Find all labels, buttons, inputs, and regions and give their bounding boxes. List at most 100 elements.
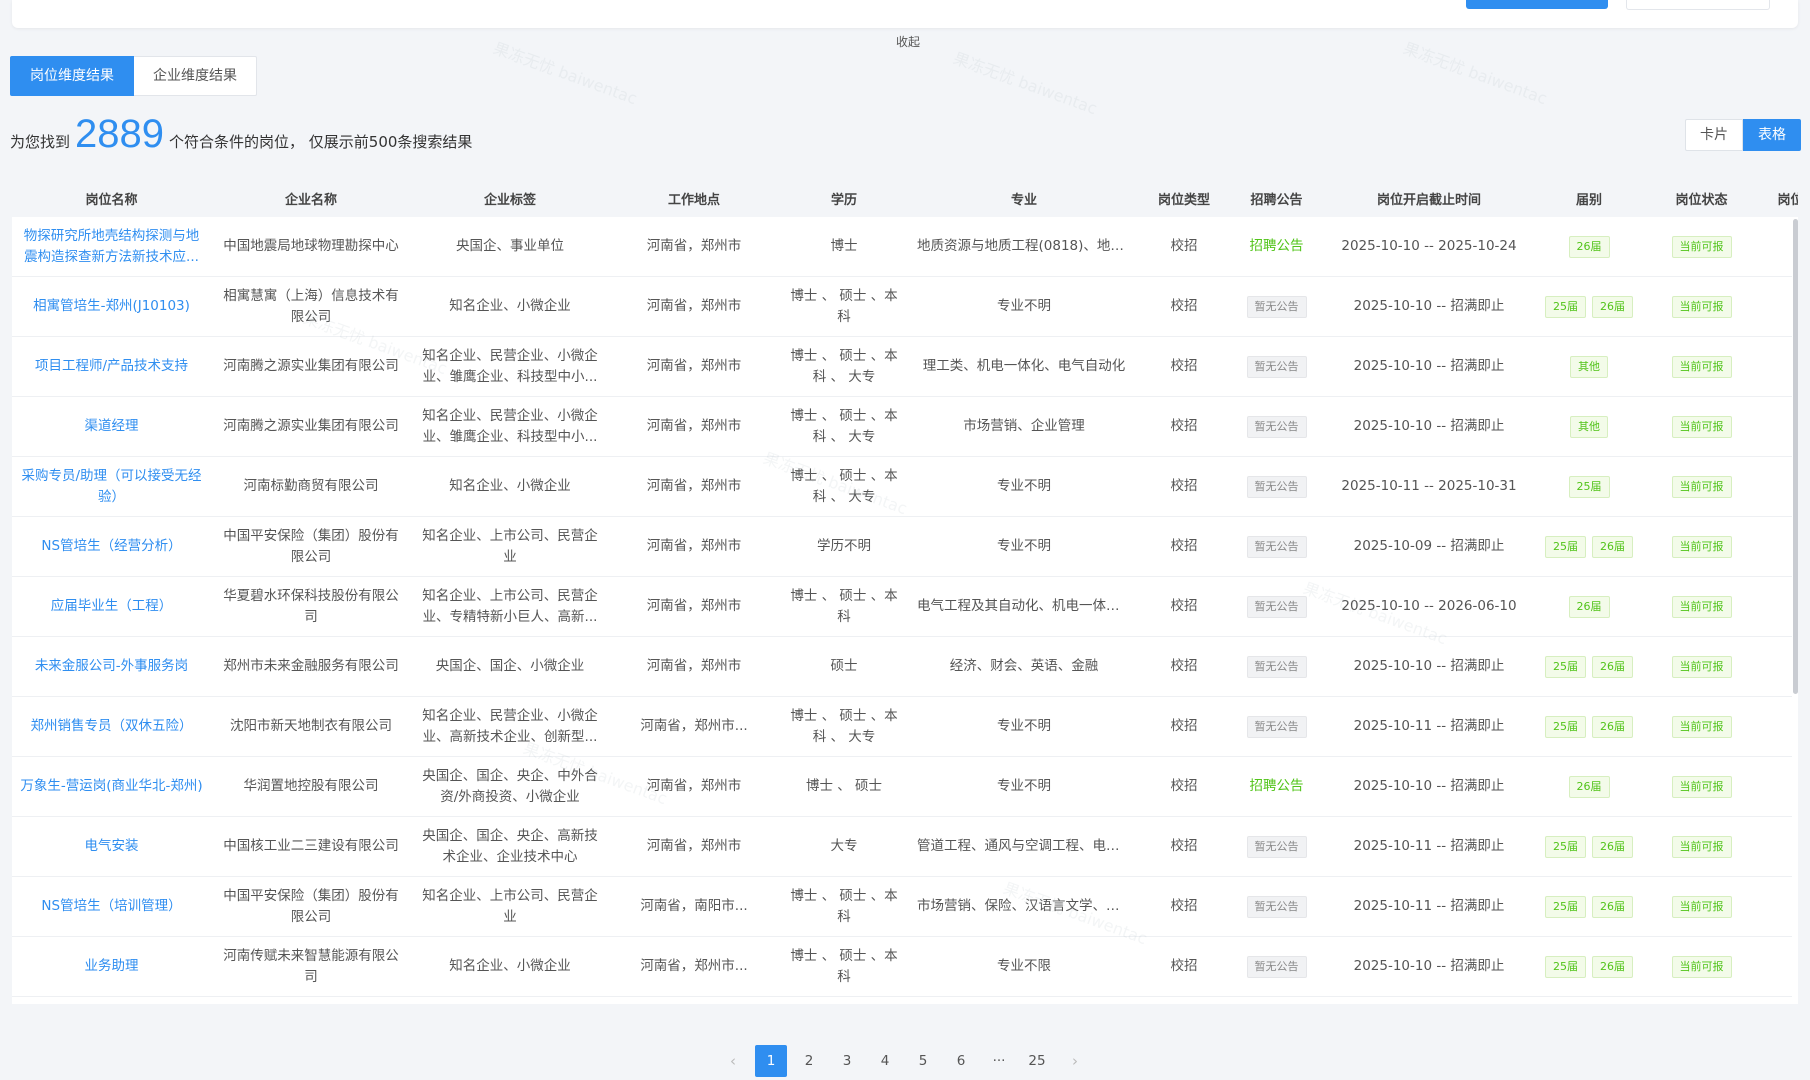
major-text: 经济、财会、英语、金融 [949,658,1099,674]
job-name-link[interactable]: 渠道经理 [12,396,211,457]
page-number-button[interactable]: 1 [755,1045,787,1077]
job-name-link[interactable]: NS管培生（培训管理） [12,876,211,937]
table-row[interactable]: 业务助理 河南传赋未来智慧能源有限公司 知名企业、小微企业 河南省，郑州市... 博士 … [12,936,1798,997]
job-name-link[interactable]: 业务助理 [12,936,211,997]
table-row[interactable]: 应届毕业生（工程） 华夏碧水环保科技股份有限公司 知名企业、上市公司、民营企业、专精… [12,576,1798,637]
graduation-year: 26届 [1534,576,1644,637]
graduation-year: 25届 [1534,456,1644,517]
company-tags-text: 知名企业、上市公司、民营企业 [422,527,598,565]
major: 专业不明 [909,756,1139,817]
open-period: 2025-10-11 -- 招满即止 [1324,876,1534,937]
grade-tag: 26届 [1592,655,1633,678]
table-row[interactable]: 渠道经理 河南腾之源实业集团有限公司 知名企业、民营企业、小微企业、雏鹰企业、科技型… [12,396,1798,457]
company-tags-text: 知名企业、上市公司、民营企业、专精特新小巨人、高新... [422,587,598,625]
table-row[interactable]: 项目工程师/产品技术支持 河南腾之源实业集团有限公司 知名企业、民营企业、小微企业、… [12,336,1798,397]
grade-tag: 25届 [1545,295,1586,318]
company-name-text: 河南传赋未来智慧能源有限公司 [223,947,399,985]
work-location: 河南省，南阳市... [609,876,779,937]
education-text: 博士 、 硕士 、本科 [790,287,898,325]
open-period-text: 2025-10-11 -- 2025-10-31 [1341,478,1517,494]
watermark: 果冻无忧 baiwentac [950,48,1100,119]
notice-link[interactable]: 招聘公告 [1249,238,1304,254]
open-period-text: 2025-10-10 -- 招满即止 [1353,358,1505,374]
job-name-link[interactable]: 电气工程及其自动化 [12,996,211,1004]
education-text: 博士 、 硕士 、本科 、 大专 [790,407,898,445]
education: 博士 、 硕士 [779,756,909,817]
job-requirement [1759,396,1798,457]
column-header: 企业标签 [411,179,609,217]
recruit-notice: 暂无公告 [1229,636,1324,697]
table-row[interactable]: 相寓管培生-郑州(J10103) 相寓慧寓（上海）信息技术有限公司 知名企业、小微企… [12,276,1798,337]
job-name-link[interactable]: 相寓管培生-郑州(J10103) [12,276,211,337]
page-number-button[interactable]: 2 [804,1053,814,1069]
page-ellipsis[interactable]: ··· [992,1053,1006,1069]
company-tags-text: 知名企业、民营企业、小微企业、雏鹰企业、科技型中小... [422,407,598,445]
prev-page-button[interactable]: ‹ [730,1052,736,1070]
recruit-notice: 暂无公告 [1229,276,1324,337]
table-row[interactable]: NS管培生（经营分析） 中国平安保险（集团）股份有限公司 知名企业、上市公司、民营企… [12,516,1798,577]
table-row[interactable]: 未来金服公司-外事服务岗 郑州市未来金融服务有限公司 央国企、国企、小微企业 河南省，… [12,636,1798,697]
recruit-notice: 招聘公告 [1229,756,1324,817]
reset-button[interactable] [1626,0,1770,10]
no-notice-badge: 暂无公告 [1246,595,1307,618]
job-name-link[interactable]: 项目工程师/产品技术支持 [12,336,211,397]
major-text: 地质资源与地质工程(0818)、地球... [917,238,1131,254]
grade-tag: 其他 [1570,415,1608,438]
table-row[interactable]: NS管培生（培训管理） 中国平安保险（集团）股份有限公司 知名企业、上市公司、民营企… [12,876,1798,937]
open-period: 2025-10-10 -- 2025-10-24 [1324,217,1534,277]
job-type: 校招 [1139,936,1229,997]
table-row[interactable]: 电气安装 中国核工业二三建设有限公司 央国企、国企、央企、高新技术企业、企业技术中心… [12,816,1798,877]
no-notice-badge: 暂无公告 [1246,535,1307,558]
table-row[interactable]: 物探研究所地壳结构探测与地震构造探查新方法新技术应... 中国地震局地球物理勘探中… [12,217,1798,277]
page-number-button[interactable]: 6 [956,1053,966,1069]
job-name-link-text: 物探研究所地壳结构探测与地震构造探查新方法新技术应... [23,227,200,265]
notice-link[interactable]: 招聘公告 [1249,778,1304,794]
major-text: 管道工程、通风与空调工程、电气... [917,838,1131,854]
company-name: 河南标勤商贸有限公司 [211,456,411,517]
tab-company-dimension[interactable]: 企业维度结果 [134,56,257,96]
page-number-button[interactable]: 4 [880,1053,890,1069]
collapse-toggle[interactable]: 收起 [895,35,920,49]
major: 专业不明 [909,516,1139,577]
table-row[interactable]: 电气工程及其自动化中国大唐集团科学技术研究总院有限公司央国企、国企、央企、小微企… [12,996,1798,1004]
job-name-link[interactable]: 应届毕业生（工程） [12,576,211,637]
job-name-link[interactable]: 物探研究所地壳结构探测与地震构造探查新方法新技术应... [12,217,211,277]
grade-tag: 25届 [1545,535,1586,558]
job-name-link[interactable]: 未来金服公司-外事服务岗 [12,636,211,697]
open-period: 2025-10-11 -- 招满即止 [1324,696,1534,757]
job-name-link[interactable]: 采购专员/助理（可以接受无经验） [12,456,211,517]
major-text: 专业不明 [997,298,1051,314]
job-requirement [1759,996,1798,1004]
company-tags: 知名企业、上市公司、民营企业 [411,516,609,577]
company-name-text: 沈阳市新天地制衣有限公司 [230,718,392,734]
tab-position-dimension[interactable]: 岗位维度结果 [10,56,134,96]
job-status: 当前可报 [1644,456,1759,517]
result-prefix: 为您找到 [10,133,71,151]
major-text: 专业不明 [997,478,1051,494]
column-header: 企业名称 [211,179,411,217]
table-row[interactable]: 采购专员/助理（可以接受无经验） 河南标勤商贸有限公司 知名企业、小微企业 河南省，郑… [12,456,1798,517]
page-number-button[interactable]: 3 [842,1053,852,1069]
table-scrollbar[interactable] [1793,219,1798,694]
major-text: 专业不限 [997,958,1051,974]
company-tags-text: 知名企业、小微企业 [449,298,571,314]
page-number-button[interactable]: 5 [918,1053,928,1069]
grade-tag: 25届 [1545,715,1586,738]
job-name-link[interactable]: NS管培生（经营分析） [12,516,211,577]
column-header: 招聘公告 [1229,179,1324,217]
search-button[interactable] [1466,0,1608,9]
company-name: 相寓慧寓（上海）信息技术有限公司 [211,276,411,337]
graduation-year: 25届 26届 [1534,876,1644,937]
job-status: 当前可报 [1644,636,1759,697]
page-number-button[interactable]: 25 [1028,1053,1046,1069]
job-name-link[interactable]: 万象生-营运岗(商业华北-郑州) [12,756,211,817]
job-name-link[interactable]: 电气安装 [12,816,211,877]
view-card-button[interactable]: 卡片 [1685,119,1743,151]
next-page-button[interactable]: › [1072,1052,1078,1070]
table-row[interactable]: 万象生-营运岗(商业华北-郑州) 华润置地控股有限公司 央国企、国企、央企、中外合资… [12,756,1798,817]
job-name-link[interactable]: 郑州销售专员（双休五险） [12,696,211,757]
grade-tag: 25届 [1545,955,1586,978]
table-row[interactable]: 郑州销售专员（双休五险） 沈阳市新天地制衣有限公司 知名企业、民营企业、小微企业、高… [12,696,1798,757]
work-location-text: 河南省，郑州市 [646,418,742,434]
view-table-button[interactable]: 表格 [1743,119,1801,151]
